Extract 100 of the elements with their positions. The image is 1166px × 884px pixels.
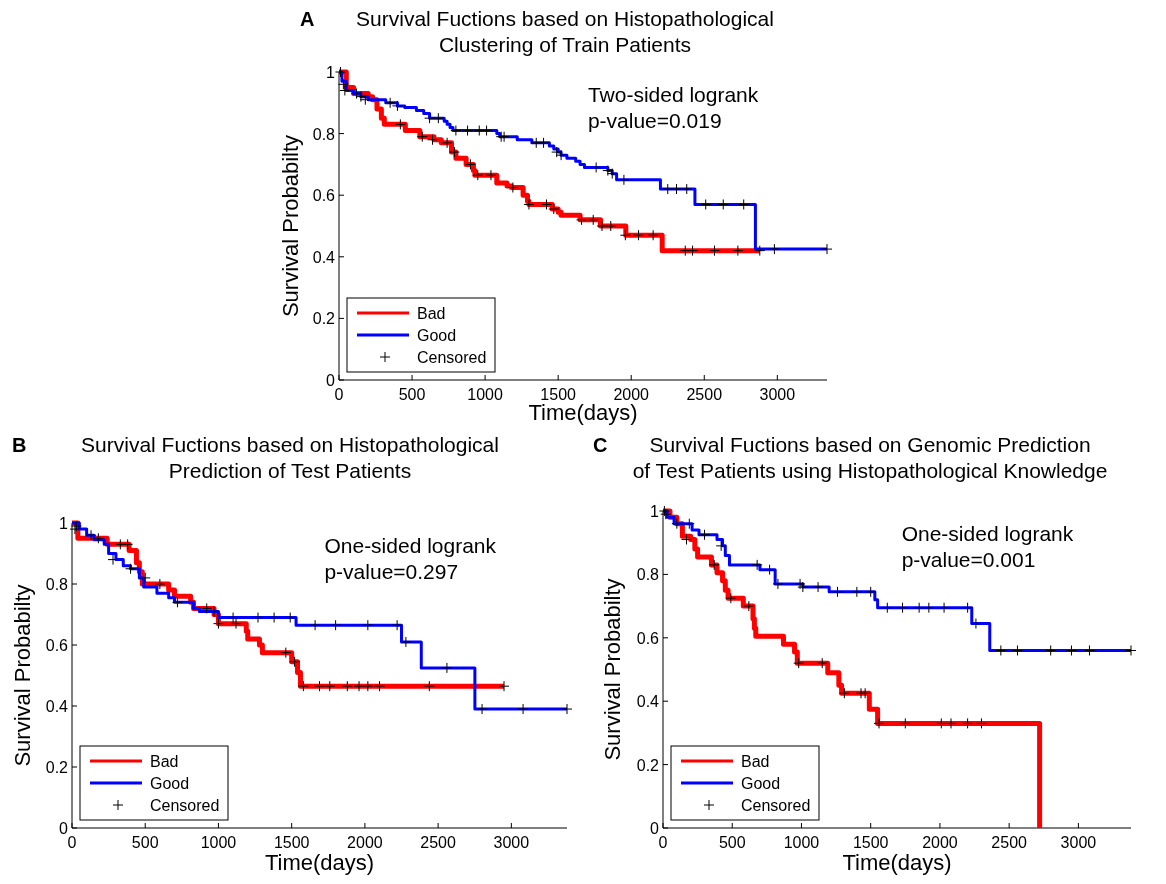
point [605, 220, 617, 232]
y-tick-label: 0.8 [45, 576, 69, 593]
point [619, 229, 631, 241]
legend-label: Censored [417, 349, 487, 366]
point [507, 182, 519, 193]
point [498, 680, 510, 692]
point [268, 612, 280, 624]
point [201, 602, 213, 614]
point [738, 198, 750, 210]
y-tick-label: 0.4 [636, 693, 660, 711]
point [485, 169, 497, 181]
text: C [593, 434, 608, 456]
y-tick-label: 0.8 [636, 566, 660, 584]
point [859, 687, 871, 699]
point [394, 118, 406, 130]
x-tick-label: 2500 [686, 386, 723, 403]
y-tick-label: 0.6 [45, 637, 69, 654]
point [450, 125, 462, 137]
x-tick-label: 2000 [347, 834, 383, 851]
point [962, 602, 974, 614]
point [633, 229, 645, 241]
point [330, 619, 342, 631]
point [362, 619, 374, 631]
point [351, 88, 363, 100]
x-tick-label: 2500 [991, 834, 1028, 851]
point [881, 602, 893, 614]
x-axis-title: Time(days) [842, 850, 952, 875]
point [555, 149, 567, 161]
point [297, 680, 309, 692]
point [681, 183, 693, 195]
x-tick-label: 1000 [200, 834, 237, 851]
point [838, 687, 850, 699]
point [913, 602, 925, 614]
point [324, 680, 336, 692]
y-tick-label: 0.4 [312, 248, 336, 266]
point [441, 662, 453, 674]
point [587, 214, 599, 226]
x-axis-title: Time(days) [528, 400, 638, 425]
text: A [300, 8, 315, 30]
point [1083, 644, 1095, 656]
point [602, 165, 614, 177]
legend-label: Good [741, 775, 781, 792]
point [754, 245, 766, 257]
point [472, 169, 484, 181]
point [671, 183, 683, 195]
point [280, 647, 292, 659]
point [114, 538, 126, 550]
x-tick-label: 500 [718, 834, 746, 851]
point [1125, 644, 1137, 656]
point [92, 532, 104, 544]
y-axis-title: Survival Probabilty [278, 134, 303, 318]
point [462, 125, 474, 137]
point [662, 183, 674, 195]
text: B [12, 434, 27, 456]
legend-label: Censored [150, 797, 220, 814]
point [683, 518, 695, 530]
point [812, 581, 824, 593]
point [945, 717, 957, 729]
y-tick-label: 0 [650, 820, 660, 837]
point [441, 137, 453, 149]
y-tick-label: 0.6 [312, 187, 336, 205]
point [359, 94, 371, 106]
point [618, 174, 630, 186]
legend-label: Good [150, 775, 190, 792]
point [476, 703, 488, 715]
chart-title: Survival Fuctions based on Histopathological Clustering of Train Patients [356, 7, 774, 56]
point [821, 243, 833, 255]
point [400, 636, 412, 648]
point [561, 703, 573, 715]
x-tick-label: 1500 [273, 834, 310, 851]
x-tick-label: 3000 [759, 386, 796, 403]
x-tick-label: 2000 [922, 834, 958, 851]
point [772, 578, 784, 590]
point [154, 578, 166, 590]
y-tick-label: 0.6 [636, 629, 660, 647]
legend-label: Bad [741, 753, 770, 770]
y-tick-label: 0.8 [312, 125, 336, 143]
point [715, 540, 727, 552]
point [171, 596, 183, 608]
annotation: One-sided logrank p-value=0.297 [324, 534, 497, 583]
point [700, 198, 712, 210]
x-tick-label: 500 [398, 386, 426, 403]
point [427, 134, 439, 146]
point [423, 680, 435, 692]
point [717, 198, 729, 210]
y-axis-title: Survival Probabilty [600, 578, 625, 761]
point [590, 161, 602, 173]
y-axis-title: Survival Probabilty [10, 584, 35, 767]
legend-label: Bad [417, 305, 446, 322]
x-tick-label: 2000 [613, 386, 650, 403]
point [938, 602, 950, 614]
point [122, 538, 134, 550]
legend-label: Good [417, 327, 457, 344]
point [732, 245, 744, 257]
point [339, 84, 351, 96]
annotation: Two-sided logrank p-value=0.019 [587, 83, 759, 132]
point [208, 605, 220, 617]
point [793, 657, 805, 669]
point [647, 229, 659, 241]
legend-label: Bad [150, 753, 179, 770]
